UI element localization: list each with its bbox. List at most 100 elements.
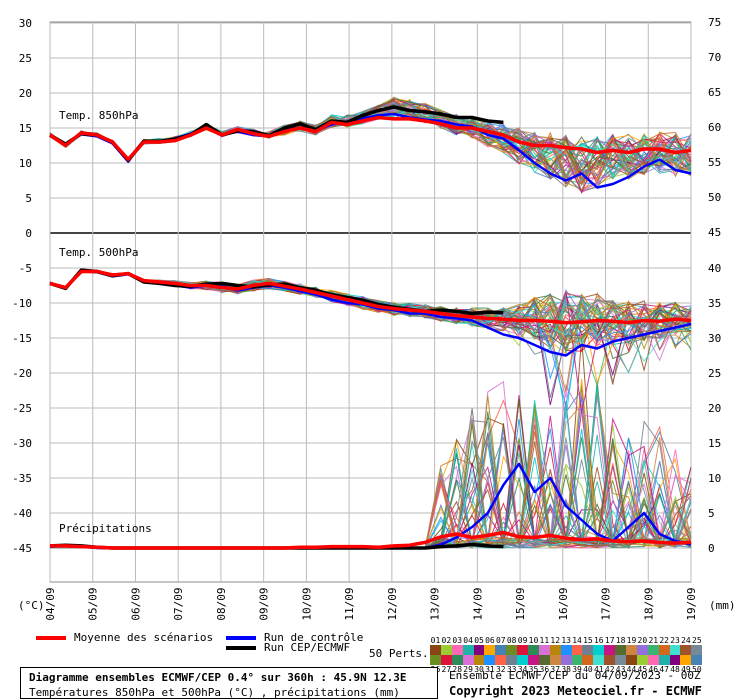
y-right-precip-label: 5 xyxy=(708,507,715,520)
pert-label: 31 xyxy=(485,665,495,674)
pert-label: 30 xyxy=(474,665,484,674)
y-tick-label: -30 xyxy=(12,437,32,450)
y-tick-label: -25 xyxy=(12,402,32,415)
pert-label: 37 xyxy=(550,665,561,674)
x-tick-label: 12/09 xyxy=(386,587,399,620)
y-tick-label: -35 xyxy=(12,472,32,485)
legend-perts: 50 Perts. xyxy=(369,647,429,660)
pert-label: 40 xyxy=(583,665,593,674)
y-right-tick-label: 75 xyxy=(708,16,721,29)
pert-label: 07 xyxy=(495,636,506,645)
pert-label: 43 xyxy=(615,665,626,674)
pert-swatch xyxy=(560,655,572,665)
pert-label: 06 xyxy=(485,636,495,645)
pert-label: 46 xyxy=(648,665,659,674)
legend-mean-label: Moyenne des scénarios xyxy=(74,631,214,644)
x-tick-label: 04/09 xyxy=(44,587,57,620)
panel-label-t500: Temp. 500hPa xyxy=(59,246,138,259)
ensemble-members xyxy=(49,96,692,550)
y-tick-label: -15 xyxy=(12,332,32,345)
pert-label: 03 xyxy=(452,636,463,645)
y-right-precip-label: 40 xyxy=(708,262,721,275)
legend-mean: Moyenne des scénarios xyxy=(36,631,213,644)
pert-label: 10 xyxy=(528,636,539,645)
y-tick-label: -45 xyxy=(12,542,32,555)
footer-title: Diagramme ensembles ECMWF/CEP 0.4° sur 3… xyxy=(29,671,407,684)
pert-swatch xyxy=(462,655,474,665)
pert-swatch xyxy=(528,645,539,655)
member-line-precip xyxy=(50,462,692,549)
pert-label: 25 xyxy=(692,636,702,645)
pert-label: 27 xyxy=(441,665,452,674)
pert-swatch xyxy=(669,655,681,665)
pert-swatch xyxy=(430,645,441,655)
pert-label: 02 xyxy=(441,636,452,645)
y-right-precip-label: 30 xyxy=(708,332,721,345)
x-tick-label: 07/09 xyxy=(172,587,185,620)
y-tick-label: -5 xyxy=(19,262,32,275)
perts-bottom-swatches xyxy=(430,655,704,665)
pert-label: 36 xyxy=(539,665,550,674)
pert-label: 04 xyxy=(463,636,473,645)
footer-title-box: Diagramme ensembles ECMWF/CEP 0.4° sur 3… xyxy=(20,667,438,699)
pert-swatch xyxy=(636,645,648,655)
pert-label: 45 xyxy=(637,665,648,674)
pert-swatch xyxy=(451,645,463,655)
pert-label: 21 xyxy=(648,636,659,645)
pert-label: 11 xyxy=(539,636,550,645)
series-0-precip xyxy=(50,530,692,550)
y-tick-label: 5 xyxy=(25,192,32,205)
axes: 302520151050-5-10-15-20-25-30-35-40-4504… xyxy=(12,16,735,621)
pert-label: 12 xyxy=(550,636,561,645)
pert-swatch xyxy=(658,655,670,665)
y-right-precip-label: 20 xyxy=(708,402,721,415)
y-right-precip-label: 25 xyxy=(708,367,721,380)
pert-swatch xyxy=(680,655,692,665)
pert-label: 41 xyxy=(593,665,604,674)
x-tick-label: 05/09 xyxy=(87,587,100,620)
pert-swatch xyxy=(593,655,605,665)
legend-control-swatch xyxy=(226,636,256,640)
pert-swatch xyxy=(691,655,703,665)
pert-label: 47 xyxy=(659,665,669,674)
pert-swatch xyxy=(473,645,485,655)
pert-label: 14 xyxy=(572,636,582,645)
y-right-tick-label: 65 xyxy=(708,86,721,99)
pert-label: 09 xyxy=(517,636,528,645)
pert-swatch xyxy=(538,655,550,665)
x-label-right: (mm) xyxy=(709,599,736,612)
pert-label: 33 xyxy=(506,665,517,674)
pert-swatch xyxy=(604,645,616,655)
pert-label: 22 xyxy=(659,636,669,645)
pert-swatch xyxy=(691,645,703,655)
pert-swatch xyxy=(495,645,507,655)
panel-label-precip: Précipitations xyxy=(59,522,152,535)
pert-swatch xyxy=(517,655,529,665)
y-tick-label: 15 xyxy=(19,122,32,135)
legend-mean-swatch xyxy=(36,636,66,640)
y-tick-label: -40 xyxy=(12,507,32,520)
member-line-t500 xyxy=(49,269,692,413)
y-right-tick-label: 55 xyxy=(708,156,721,169)
y-tick-label: 10 xyxy=(19,157,32,170)
pert-swatch xyxy=(571,645,583,655)
pert-label: 19 xyxy=(626,636,637,645)
y-right-tick-label: 70 xyxy=(708,51,721,64)
y-tick-label: 0 xyxy=(25,227,32,240)
pert-swatch xyxy=(680,645,692,655)
pert-label: 39 xyxy=(572,665,582,674)
x-tick-label: 14/09 xyxy=(471,587,484,620)
pert-swatch xyxy=(506,645,518,655)
legend-oper-label: Run CEP/ECMWF xyxy=(264,641,351,654)
x-tick-label: 13/09 xyxy=(429,587,442,620)
pert-swatch xyxy=(430,655,441,665)
y-right-tick-label: 50 xyxy=(708,191,721,204)
pert-label: 17 xyxy=(604,636,615,645)
legend-control: Run de contrôle xyxy=(226,631,363,644)
pert-swatch xyxy=(615,645,627,655)
y-right-tick-label: 60 xyxy=(708,121,721,134)
pert-swatch xyxy=(495,655,507,665)
x-tick-label: 11/09 xyxy=(343,587,356,620)
y-right-precip-label: 35 xyxy=(708,297,721,310)
pert-swatch xyxy=(658,645,670,655)
